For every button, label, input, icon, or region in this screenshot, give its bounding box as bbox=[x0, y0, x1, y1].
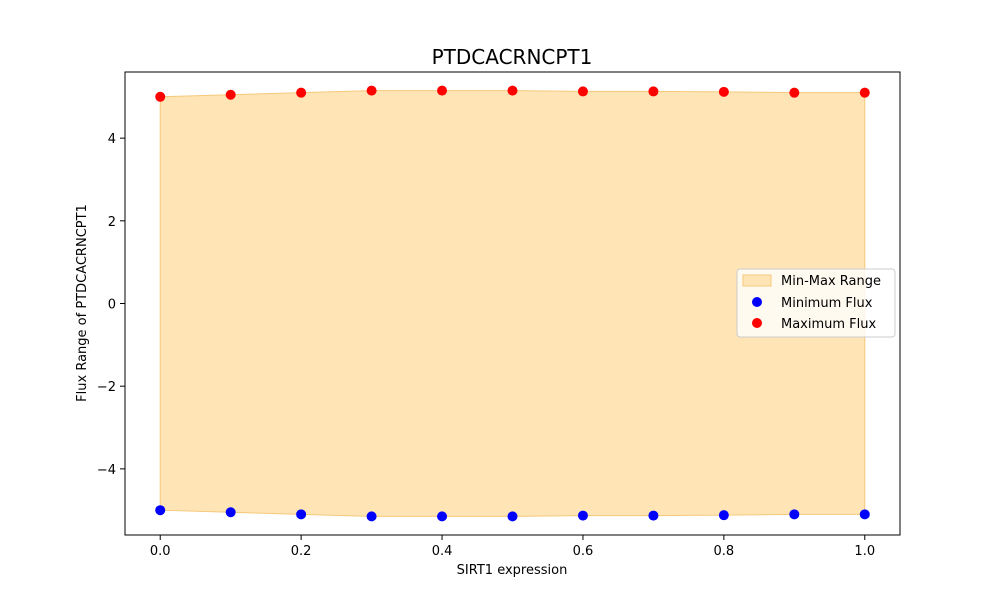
x-axis-label: SIRT1 expression bbox=[457, 563, 568, 578]
y-axis: −4 −2 0 2 4 bbox=[97, 132, 125, 478]
legend-marker-maximum-flux bbox=[752, 318, 762, 328]
minimum-flux-point bbox=[507, 511, 518, 522]
minimum-flux-point bbox=[859, 509, 870, 520]
maximum-flux-point bbox=[789, 87, 800, 98]
x-tick-label: 1.0 bbox=[854, 544, 875, 559]
legend-swatch-min-max-range bbox=[742, 274, 772, 287]
plot-area bbox=[155, 85, 870, 522]
x-tick-label: 0.0 bbox=[150, 544, 171, 559]
maximum-flux-point bbox=[648, 86, 659, 97]
maximum-flux-point bbox=[859, 87, 870, 98]
maximum-flux-point bbox=[507, 85, 518, 96]
legend-label-maximum-flux: Maximum Flux bbox=[781, 317, 877, 332]
maximum-flux-point bbox=[437, 85, 448, 96]
maximum-flux-point bbox=[577, 86, 588, 97]
maximum-flux-point bbox=[155, 91, 166, 102]
minimum-flux-point bbox=[225, 507, 236, 518]
legend-marker-minimum-flux bbox=[752, 297, 762, 307]
minimum-flux-point bbox=[437, 511, 448, 522]
minimum-flux-point bbox=[718, 510, 729, 521]
minimum-flux-point bbox=[789, 509, 800, 520]
maximum-flux-point bbox=[225, 89, 236, 100]
y-tick-label: 0 bbox=[108, 298, 116, 313]
legend-label-minimum-flux: Minimum Flux bbox=[781, 296, 873, 311]
x-tick-label: 0.2 bbox=[291, 544, 312, 559]
legend: Min-Max Range Minimum Flux Maximum Flux bbox=[736, 268, 896, 338]
minimum-flux-point bbox=[648, 510, 659, 521]
x-tick-label: 0.4 bbox=[432, 544, 453, 559]
maximum-flux-point bbox=[718, 86, 729, 97]
legend-label-min-max-range: Min-Max Range bbox=[781, 274, 881, 289]
minimum-flux-point bbox=[155, 505, 166, 516]
chart-title: PTDCACRNCPT1 bbox=[432, 45, 593, 69]
minimum-flux-point bbox=[296, 509, 307, 520]
y-tick-label: −2 bbox=[97, 380, 116, 395]
maximum-flux-point bbox=[366, 85, 377, 96]
minimum-flux-point bbox=[366, 511, 377, 522]
x-tick-label: 0.6 bbox=[573, 544, 594, 559]
y-axis-label: Flux Range of PTDCACRNCPT1 bbox=[75, 204, 90, 402]
y-tick-label: −4 bbox=[97, 463, 116, 478]
minimum-flux-point bbox=[577, 510, 588, 521]
x-axis: 0.0 0.2 0.4 0.6 0.8 1.0 bbox=[150, 535, 875, 559]
y-tick-label: 2 bbox=[108, 215, 116, 230]
legend-box bbox=[736, 268, 896, 338]
x-tick-label: 0.8 bbox=[714, 544, 735, 559]
maximum-flux-point bbox=[296, 87, 307, 98]
y-tick-label: 4 bbox=[108, 132, 116, 147]
